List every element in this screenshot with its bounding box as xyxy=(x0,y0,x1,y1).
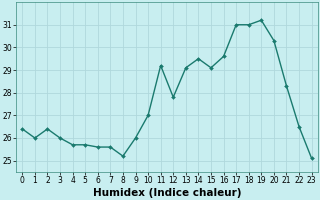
X-axis label: Humidex (Indice chaleur): Humidex (Indice chaleur) xyxy=(93,188,241,198)
